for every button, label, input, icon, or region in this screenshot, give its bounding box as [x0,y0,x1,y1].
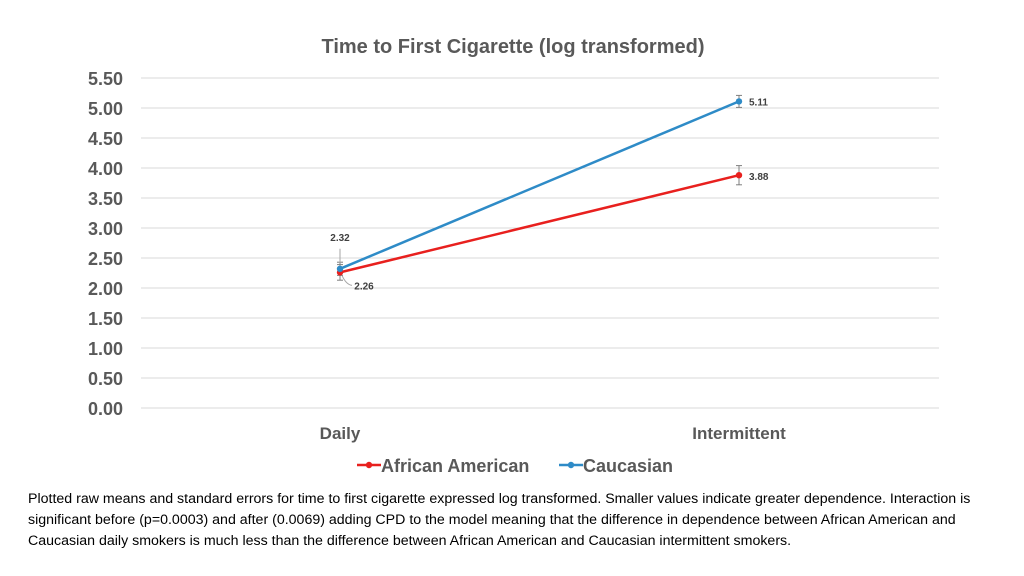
legend-marker [365,461,373,469]
y-tick-label: 2.50 [88,249,123,269]
y-tick-label: 0.00 [88,399,123,419]
figure-caption: Plotted raw means and standard errors fo… [28,491,971,550]
line-chart: Time to First Cigarette (log transformed… [88,36,939,476]
data-label: 2.32 [330,233,350,244]
data-label: 2.26 [354,281,374,292]
y-tick-label: 1.00 [88,339,123,359]
label-leader-line [341,275,353,286]
chart-title: Time to First Cigarette (log transformed… [321,36,704,58]
y-tick-label: 4.50 [88,129,123,149]
data-label: 5.11 [749,97,768,108]
data-point [735,172,743,179]
y-tick-label: 2.00 [88,279,123,299]
legend-label: African American [381,456,529,476]
y-tick-label: 3.00 [88,219,123,239]
legend: African American Caucasian [357,456,673,476]
x-tick-label: Intermittent [692,424,786,443]
y-tick-label: 5.00 [88,99,123,119]
y-tick-label: 1.50 [88,309,123,329]
y-tick-label: 4.00 [88,159,123,179]
y-tick-label: 3.50 [88,189,123,209]
series-lines: 2.26 3.88 2.32 5.11 [330,94,769,292]
data-point [336,265,344,272]
legend-label: Caucasian [583,456,673,476]
x-tick-label: Daily [320,424,361,443]
y-axis-ticks: 0.00 0.50 1.00 1.50 2.00 2.50 3.00 3.50 4.00 4.50… [88,69,123,419]
gridlines [141,77,939,409]
series-line [339,173,740,274]
y-tick-label: 5.50 [88,69,123,89]
series-line [339,100,740,270]
x-axis-ticks: Daily Intermittent [320,424,786,443]
data-label: 3.88 [749,172,769,183]
data-point [735,98,743,105]
legend-marker [567,461,575,469]
y-tick-label: 0.50 [88,369,123,389]
